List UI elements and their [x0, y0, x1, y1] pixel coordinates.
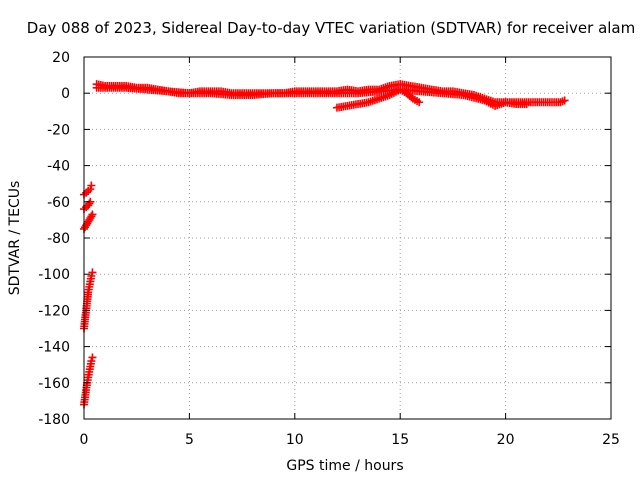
y-tick-label: -160 [38, 376, 70, 392]
y-tick-label: 0 [61, 86, 70, 102]
data-point [87, 357, 96, 366]
data-point [85, 199, 94, 208]
data-point [88, 268, 97, 277]
x-axis-label: GPS time / hours [286, 458, 403, 474]
x-tick-label: 20 [497, 432, 515, 448]
gridlines [84, 57, 611, 419]
y-tick-label: -20 [47, 122, 70, 138]
data-point [87, 272, 96, 281]
data-point [87, 212, 96, 221]
y-tick-label: 20 [52, 50, 70, 66]
data-point [522, 100, 531, 109]
data-point [88, 210, 97, 219]
y-tick-label: -140 [38, 340, 70, 356]
y-tick-label: -120 [38, 303, 70, 319]
x-tick-label: 0 [80, 432, 89, 448]
x-tick-label: 10 [286, 432, 304, 448]
plot-frame [83, 56, 612, 420]
y-tick-label: -60 [47, 195, 70, 211]
x-tick-label: 15 [391, 432, 409, 448]
data-points [80, 80, 569, 409]
y-tick-label: -40 [47, 159, 70, 175]
data-point [415, 98, 424, 107]
axis-ticks: 0 5 10 15 20 25 20 0 -20 -40 -60 -80 -100 -120 -140 -16… [38, 50, 620, 448]
data-point [560, 96, 569, 105]
y-tick-label: -180 [38, 412, 70, 428]
data-point [87, 181, 96, 190]
x-tick-label: 25 [602, 432, 620, 448]
data-point [88, 353, 97, 362]
chart-title: Day 088 of 2023, Sidereal Day-to-day VTE… [27, 19, 635, 37]
data-point [86, 185, 95, 194]
y-tick-label: -80 [47, 231, 70, 247]
y-tick-label: -100 [38, 267, 70, 283]
x-tick-label: 5 [185, 432, 194, 448]
y-axis-label: SDTVAR / TECUs [7, 181, 23, 296]
